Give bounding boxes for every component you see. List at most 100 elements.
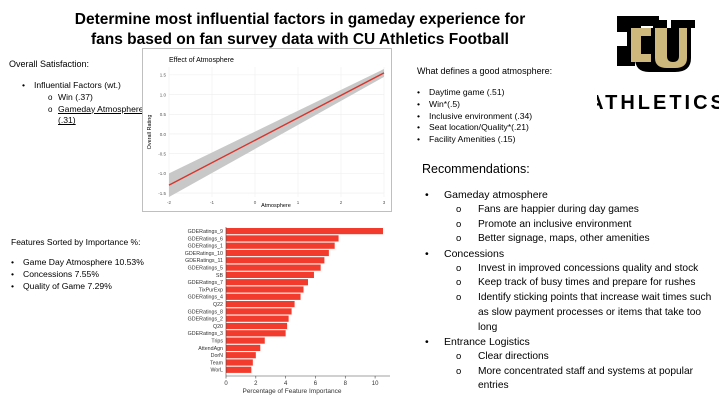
list-item: Identify sticking points that increase w… (444, 291, 718, 335)
bar-label: GDERatings_10 (185, 251, 223, 257)
x-tick-label: -2 (167, 200, 171, 205)
y-tick-label: 1.0 (160, 92, 167, 97)
cu-athletics-logo: ATHLETICS (597, 16, 719, 114)
x-tick-label: 10 (372, 381, 379, 387)
list-item: Facility Amenities (.15) (415, 134, 595, 146)
chart-title: Effect of Atmosphere (169, 57, 234, 64)
bar-label: GDERatings_2 (188, 317, 223, 323)
bar-label: GDERatings_11 (185, 258, 223, 264)
list-item: Keep track of busy times and prepare for… (444, 276, 718, 291)
list-item: Promote an inclusive environment (444, 218, 718, 233)
bar-label: GDERatings_3 (188, 331, 223, 337)
bar (226, 286, 304, 293)
regression-line (168, 72, 385, 186)
x-tick-label: 1 (297, 200, 300, 205)
x-tick-label: 0 (254, 200, 257, 205)
bar (226, 337, 265, 344)
bar-label: GDERatings_4 (188, 295, 223, 301)
bar (226, 279, 308, 286)
x-tick-label: 2 (254, 381, 258, 387)
x-tick-label: 2 (340, 200, 343, 205)
recommendations-list: •Gameday atmosphere Fans are happier dur… (422, 188, 718, 394)
y-tick-label: -0.5 (158, 151, 166, 156)
list-item: •Entrance Logistics Clear directions Mor… (422, 335, 718, 394)
list-item: Game Day Atmosphere 10.53% (9, 257, 149, 269)
y-tick-label: 1.5 (160, 73, 167, 78)
list-item: Better signage, maps, other amenities (444, 232, 718, 247)
bar-label: TixPurExp (199, 287, 223, 293)
x-axis-label: Atmosphere (261, 203, 291, 209)
x-tick-label: 4 (284, 381, 288, 387)
x-axis-label: Percentage of Feature Importance (242, 388, 341, 395)
page-title: Determine most influential factors in ga… (74, 11, 526, 48)
overall-heading: Overall Satisfaction: (9, 59, 90, 69)
list-item: •Concessions Invest in improved concessi… (422, 247, 718, 335)
x-tick-label: 0 (224, 381, 228, 387)
bar (226, 249, 329, 257)
list-item: Quality of Game 7.29% (9, 281, 149, 293)
list-item: Win (.37) (48, 92, 145, 104)
bar-label: GDERatings_7 (188, 280, 223, 286)
feature-importance-chart: GDERatings_9GDERatings_6GDERatings_1GDER… (185, 227, 390, 395)
bar-label: GDERatings_8 (188, 309, 223, 315)
bar-label: AttendAgn (198, 346, 223, 352)
cu-logo-mark (617, 16, 695, 72)
bar (226, 366, 252, 373)
atmosphere-chart: Effect of Atmosphere 1.5 1.0 0.5 0.0 -0.5 -1.… (142, 48, 392, 212)
bar-label: Q22 (213, 302, 223, 308)
x-tick-label: 3 (383, 200, 386, 205)
logo-wordmark: ATHLETICS (597, 92, 719, 114)
y-tick-label: 0.0 (160, 132, 167, 137)
bar (226, 359, 253, 366)
bar (226, 308, 292, 315)
bar (226, 352, 256, 359)
bar-label: DorN (211, 353, 224, 359)
bar (226, 301, 295, 308)
bar (226, 271, 314, 278)
x-tick-label: 8 (344, 381, 348, 387)
bar-label: Q20 (213, 324, 223, 330)
list-item: Fans are happier during day games (444, 203, 718, 218)
features-heading: Features Sorted by Importance %: (11, 237, 141, 247)
bar (226, 264, 321, 271)
x-tick-label: -1 (210, 200, 214, 205)
y-tick-label: -1.5 (158, 191, 166, 196)
bar (226, 242, 335, 249)
y-axis-label: Overall Rating (147, 115, 153, 150)
bar (226, 315, 289, 322)
overall-list: Influential Factors (wt.) Win (.37) Game… (20, 80, 145, 127)
y-tick-label: -1.0 (158, 171, 166, 176)
y-tick-label: 0.5 (160, 112, 167, 117)
bar (226, 235, 339, 242)
bar (226, 257, 325, 264)
list-item: Influential Factors (wt.) Win (.37) Game… (20, 80, 145, 127)
bar-label: WorL (210, 368, 223, 374)
list-item: More concentrated staff and systems at p… (444, 365, 718, 394)
bar-label: Team (210, 360, 224, 366)
list-item: Daytime game (.51) (415, 87, 595, 99)
bar-label: GDERatings_1 (188, 244, 223, 250)
bar-label: GDERatings_6 (188, 236, 223, 242)
bar-label: GDERatings_5 (188, 266, 223, 272)
recommendations-heading: Recommendations: (422, 162, 530, 176)
bar (226, 293, 301, 300)
bar (226, 228, 383, 235)
bar-label: Trips (211, 339, 223, 345)
x-tick-label: 6 (314, 381, 318, 387)
list-item: Invest in improved concessions quality a… (444, 262, 718, 277)
good-atmosphere-list: Daytime game (.51) Win*(.5) Inclusive en… (415, 87, 595, 146)
atmosphere-chart-svg: Effect of Atmosphere 1.5 1.0 0.5 0.0 -0.5 -1.… (147, 57, 386, 209)
bar (226, 322, 288, 330)
list-item: Clear directions (444, 350, 718, 365)
list-item: Concessions 7.55% (9, 269, 149, 281)
bar-label: SB (216, 273, 224, 279)
bar (226, 344, 261, 351)
list-item: •Gameday atmosphere Fans are happier dur… (422, 188, 718, 247)
list-item: Inclusive environment (.34) (415, 111, 595, 123)
list-item: Gameday Atmosphere (.31) (48, 104, 145, 128)
list-item: Seat location/Quality*(.21) (415, 122, 595, 134)
bar-label: GDERatings_9 (188, 229, 223, 235)
good-atmosphere-heading: What defines a good atmosphere: (417, 66, 553, 76)
features-list: Game Day Atmosphere 10.53% Concessions 7… (9, 257, 149, 292)
bar (226, 330, 286, 337)
